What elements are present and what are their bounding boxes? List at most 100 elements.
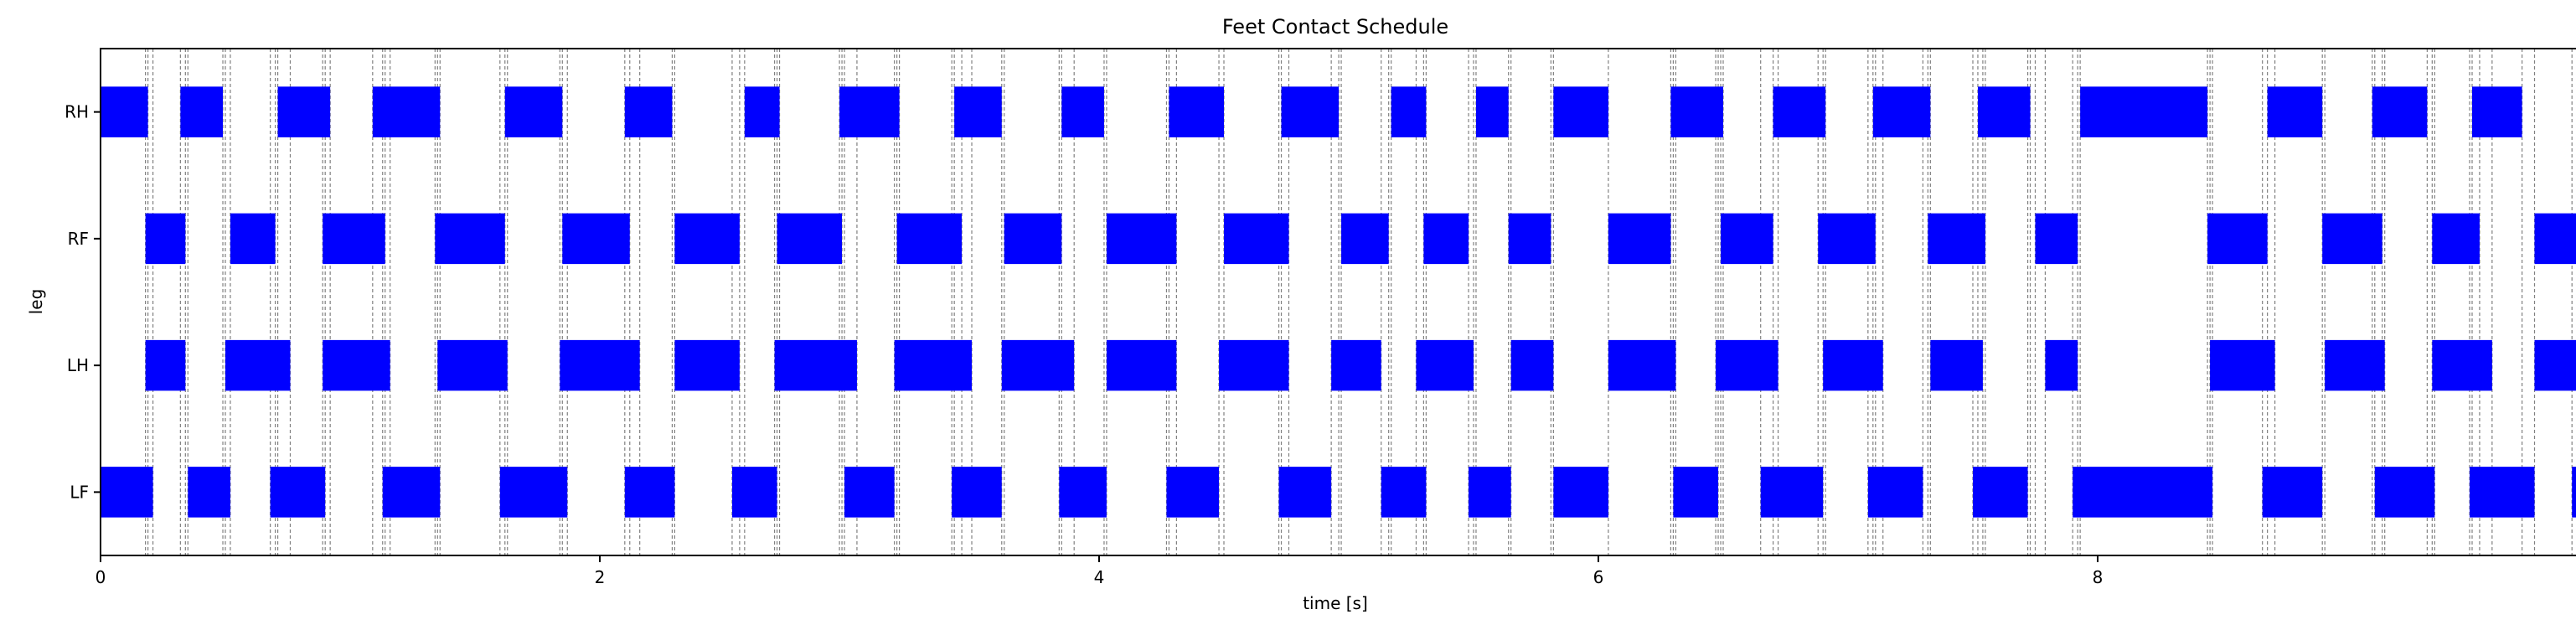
contact-bar-lh — [560, 339, 640, 391]
contact-bar-lh — [1930, 339, 1983, 391]
contact-bar-lh — [437, 339, 508, 391]
contact-bar-lh — [1608, 339, 1676, 391]
contact-bar-rh — [1872, 86, 1931, 137]
contact-bar-lh — [2432, 339, 2492, 391]
contact-bar-rh — [180, 86, 224, 137]
contact-bar-lf — [1059, 467, 1107, 518]
contact-bar-rf — [1341, 213, 1389, 265]
contact-bar-rf — [2207, 213, 2268, 265]
contact-bar-lf — [2572, 467, 2576, 518]
contact-bar-rh — [1391, 86, 1427, 137]
contact-bar-lh — [1219, 339, 1289, 391]
contact-bar-rf — [1508, 213, 1551, 265]
x-axis-label: time [s] — [1303, 593, 1368, 613]
contact-bar-rh — [624, 86, 673, 137]
contact-bar-rh — [1169, 86, 1224, 137]
x-tick-label: 8 — [2093, 567, 2104, 587]
contact-bar-rf — [323, 213, 385, 265]
contact-bar-lf — [499, 467, 568, 518]
contact-bar-lf — [844, 467, 895, 518]
contact-bar-lh — [145, 339, 186, 391]
contact-bar-lf — [1867, 467, 1923, 518]
contact-bar-lf — [1760, 467, 1824, 518]
contact-bar-rh — [2267, 86, 2323, 137]
x-tick-label: 4 — [1094, 567, 1105, 587]
contact-bar-lf — [2262, 467, 2323, 518]
contact-bar-lh — [1001, 339, 1075, 391]
contact-bar-rh — [839, 86, 900, 137]
contact-bar-rf — [1721, 213, 1773, 265]
x-tick-label: 2 — [595, 567, 606, 587]
contact-bar-lf — [731, 467, 777, 518]
contact-bar-lf — [1673, 467, 1719, 518]
contact-bar-lh — [1416, 339, 1474, 391]
contact-bar-lh — [894, 339, 973, 391]
contact-bar-lf — [2073, 467, 2213, 518]
contact-bar-lf — [270, 467, 326, 518]
chart-title: Feet Contact Schedule — [1222, 15, 1448, 39]
contact-bar-rf — [2534, 213, 2576, 265]
contact-bar-lf — [1973, 467, 2028, 518]
contact-bar-lf — [1381, 467, 1427, 518]
contact-bar-rh — [1061, 86, 1104, 137]
contact-bar-lh — [2045, 339, 2078, 391]
contact-bar-lh — [1823, 339, 1883, 391]
contact-bar-rf — [435, 213, 505, 265]
contact-bar-lf — [2374, 467, 2435, 518]
contact-bar-lf — [1553, 467, 1608, 518]
contact-bar-lh — [1716, 339, 1778, 391]
contact-bar-lh — [225, 339, 291, 391]
contact-bar-rf — [562, 213, 630, 265]
contact-bar-lh — [1331, 339, 1381, 391]
contact-bar-rh — [1670, 86, 1723, 137]
contact-bar-rf — [1004, 213, 1062, 265]
contact-bar-rf — [1818, 213, 1876, 265]
contact-bar-lh — [1106, 339, 1177, 391]
plot-frame — [100, 48, 2576, 556]
contact-bar-lf — [2470, 467, 2535, 518]
contact-bar-rh — [2372, 86, 2428, 137]
contact-bar-rf — [2035, 213, 2078, 265]
contact-bar-lf — [1166, 467, 1220, 518]
contact-bar-rf — [230, 213, 276, 265]
contact-bar-lh — [774, 339, 857, 391]
contact-bar-rf — [896, 213, 963, 265]
contact-bar-rh — [372, 86, 441, 137]
contact-bar-rh — [1773, 86, 1826, 137]
contact-bar-lf — [382, 467, 441, 518]
x-tick-label: 6 — [1593, 567, 1604, 587]
contact-bar-rh — [1475, 86, 1509, 137]
x-axis-ticks: 0246810 — [96, 555, 2104, 587]
contact-bar-lh — [2325, 339, 2385, 391]
y-tick-label: RF — [68, 229, 89, 249]
contact-bar-rf — [674, 213, 740, 265]
contact-bar-lh — [2534, 339, 2576, 391]
contact-bar-lh — [2210, 339, 2275, 391]
y-axis-ticks: LF LH RF RH — [65, 102, 101, 502]
y-tick-label: LH — [67, 355, 89, 375]
contact-bar-rf — [1224, 213, 1289, 265]
contact-bar-lh — [674, 339, 740, 391]
contact-bar-rh — [2080, 86, 2208, 137]
contact-bar-rf — [2432, 213, 2480, 265]
contact-bar-rh — [2472, 86, 2522, 137]
contact-bars — [101, 86, 2576, 518]
contact-bar-rh — [744, 86, 780, 137]
y-tick-label: LF — [70, 482, 89, 502]
contact-bar-lf — [624, 467, 675, 518]
contact-bar-rf — [1423, 213, 1469, 265]
contact-bar-lf — [1278, 467, 1332, 518]
x-tick-label: 0 — [96, 567, 106, 587]
contact-bar-rf — [1106, 213, 1177, 265]
contact-bar-rh — [1977, 86, 2031, 137]
contact-bar-rh — [101, 86, 148, 137]
contact-bar-rh — [954, 86, 1002, 137]
contact-bar-rf — [777, 213, 843, 265]
contact-bar-rh — [504, 86, 563, 137]
contact-bar-lf — [952, 467, 1002, 518]
y-axis-label: leg — [26, 289, 46, 315]
contact-bar-rh — [1281, 86, 1340, 137]
contact-bar-rf — [1928, 213, 1985, 265]
contact-bar-lh — [323, 339, 390, 391]
